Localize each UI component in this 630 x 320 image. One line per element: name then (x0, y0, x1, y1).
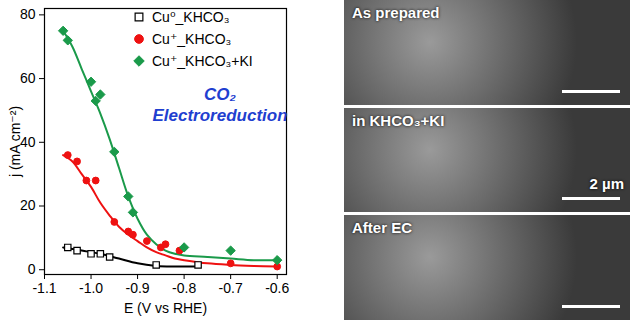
html-text:Cu⁺_KHCO₃: Cu⁺_KHCO₃ (152, 31, 232, 47)
html-text:in KHCO₃+KI: in KHCO₃+KI (352, 111, 445, 129)
html-text:After EC: After EC (352, 219, 412, 237)
svg-text:20: 20 (20, 197, 36, 213)
html-text:CO₂: CO₂ (204, 85, 236, 104)
svg-text:-0.9: -0.9 (126, 280, 150, 296)
svg-text:-0.6: -0.6 (265, 280, 289, 296)
html-text:As prepared: As prepared (352, 4, 440, 21)
svg-text:E (V vs RHE): E (V vs RHE) (124, 300, 207, 316)
svg-text:-1.0: -1.0 (79, 280, 103, 296)
html-text:Cu⁺_KHCO₃+KI: Cu⁺_KHCO₃+KI (152, 53, 253, 69)
svg-text:-0.7: -0.7 (219, 280, 243, 296)
svg-text:-0.8: -0.8 (172, 280, 196, 296)
svg-text:j (mA cm⁻²): j (mA cm⁻²) (7, 106, 23, 178)
svg-text:60: 60 (20, 70, 36, 86)
html-text:Electroreduction: Electroreduction (152, 106, 288, 125)
svg-text:40: 40 (19, 133, 36, 150)
html-text:2 µm: 2 µm (589, 175, 624, 193)
svg-text:80: 80 (20, 6, 36, 22)
svg-text:-1.1: -1.1 (32, 280, 56, 296)
svg-text:0: 0 (28, 261, 36, 277)
html-text:Cu⁰_KHCO₃: Cu⁰_KHCO₃ (152, 9, 230, 25)
